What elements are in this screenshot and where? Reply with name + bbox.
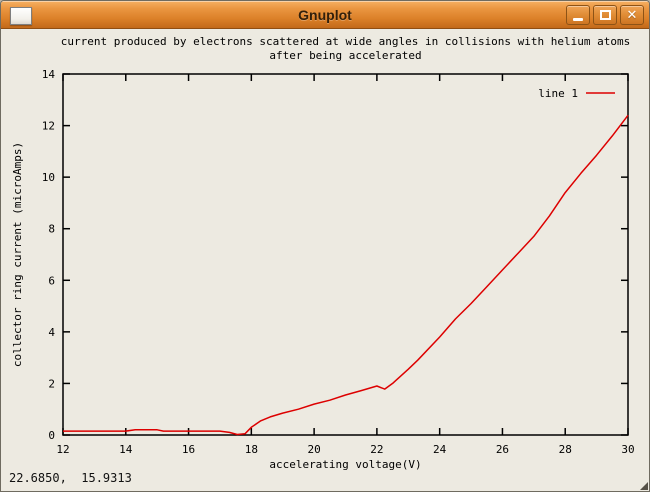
y-tick-label: 2 [48, 377, 55, 390]
x-tick-label: 16 [182, 443, 195, 456]
y-tick-label: 12 [42, 120, 55, 133]
x-tick-label: 14 [119, 443, 133, 456]
y-axis-title: collector ring current (microAmps) [11, 142, 24, 367]
y-tick-label: 0 [48, 429, 55, 442]
legend-label: line 1 [538, 87, 578, 100]
plot-border [62, 73, 629, 436]
plot-svg: current produced by electrons scattered … [11, 35, 635, 471]
y-tick-label: 6 [48, 274, 55, 287]
x-tick-label: 28 [559, 443, 572, 456]
window-controls: ✕ [566, 5, 644, 25]
titlebar[interactable]: Gnuplot ✕ [1, 1, 649, 29]
maximize-icon [599, 10, 611, 20]
maximize-button[interactable] [593, 5, 617, 25]
plot-canvas[interactable]: current produced by electrons scattered … [1, 29, 649, 491]
mouse-coordinates: 22.6850, 15.9313 [9, 471, 132, 485]
x-tick-label: 12 [56, 443, 69, 456]
x-tick-label: 18 [245, 443, 258, 456]
x-tick-label: 22 [370, 443, 383, 456]
chart-title-line2: after being accelerated [269, 49, 421, 62]
chart-title-line1: current produced by electrons scattered … [61, 35, 631, 48]
series-line [63, 114, 629, 436]
x-tick-label: 26 [496, 443, 509, 456]
window-title: Gnuplot [298, 7, 352, 23]
window-icon [10, 7, 32, 25]
x-tick-label: 30 [621, 443, 634, 456]
minimize-button[interactable] [566, 5, 590, 25]
y-tick-label: 10 [42, 171, 55, 184]
x-axis-title: accelerating voltage(V) [269, 458, 421, 471]
x-tick-label: 20 [307, 443, 320, 456]
close-button[interactable]: ✕ [620, 5, 644, 25]
y-tick-label: 14 [42, 68, 56, 81]
close-icon: ✕ [626, 7, 638, 23]
minimize-icon [573, 18, 583, 21]
x-tick-label: 24 [433, 443, 447, 456]
y-tick-label: 4 [48, 326, 55, 339]
y-tick-label: 8 [48, 223, 55, 236]
resize-grip[interactable] [640, 482, 648, 490]
